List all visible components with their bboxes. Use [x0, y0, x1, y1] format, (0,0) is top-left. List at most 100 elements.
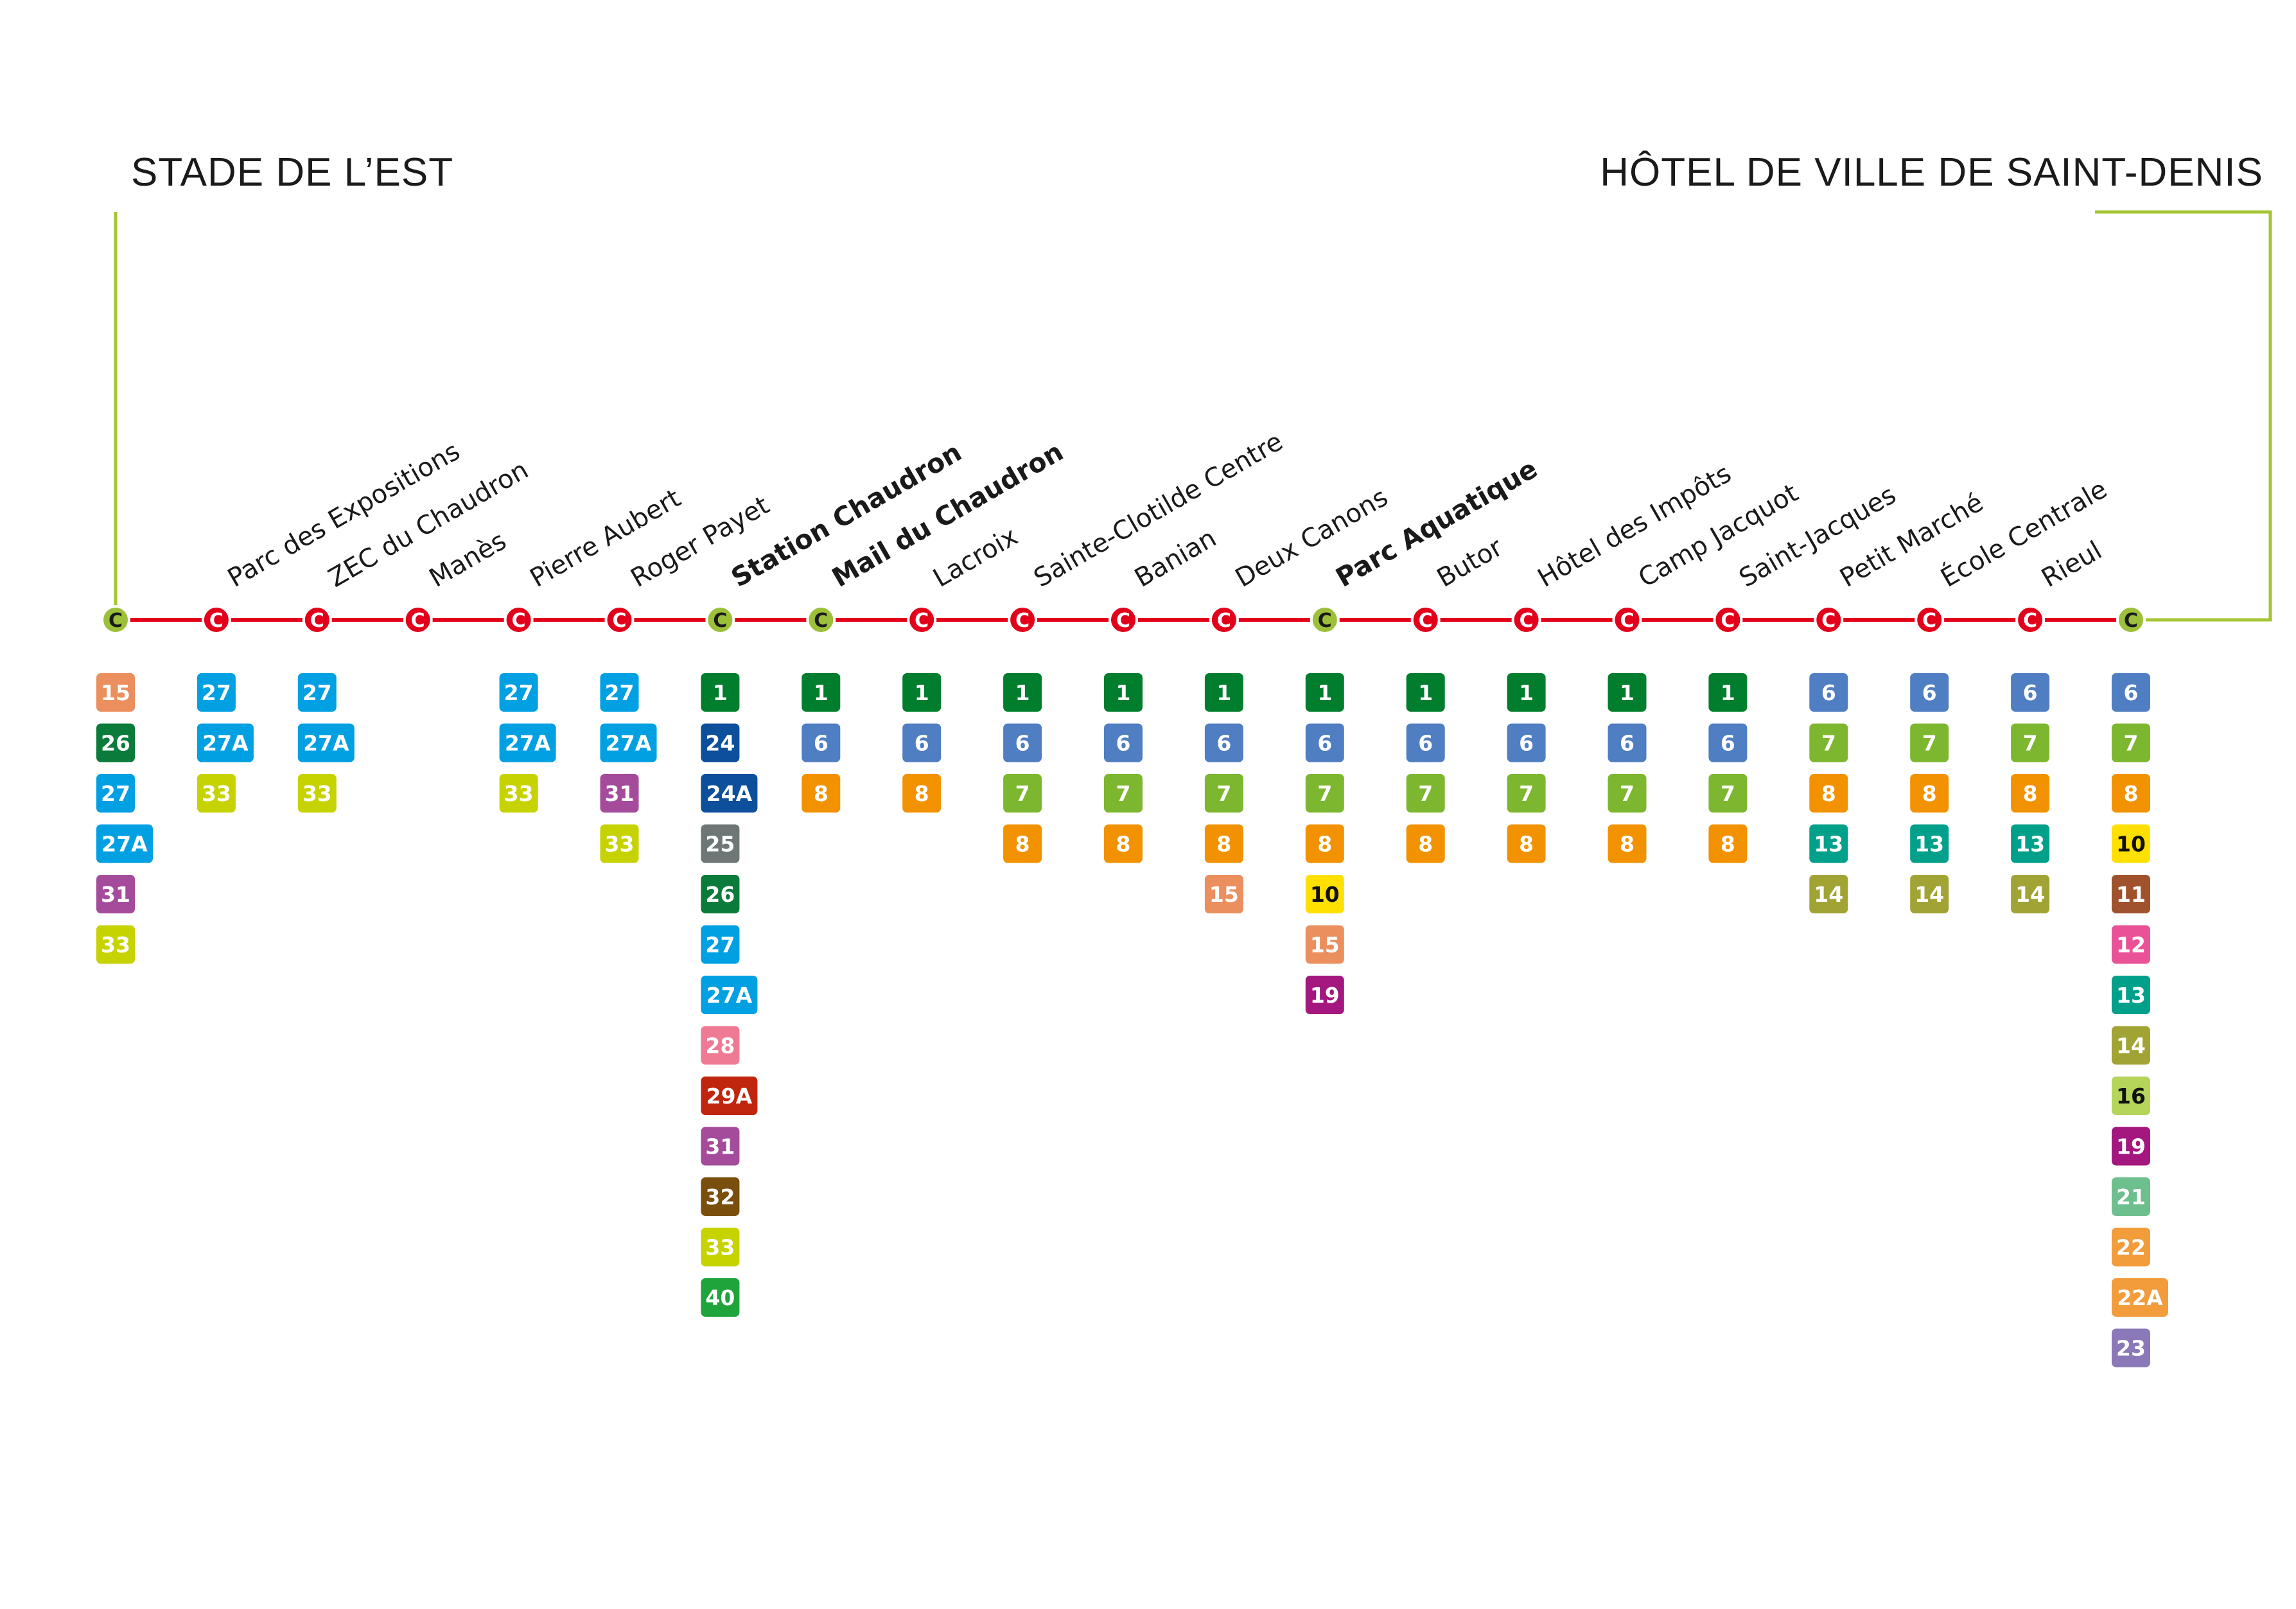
- route-badge[interactable]: 27A: [600, 723, 657, 762]
- route-badge[interactable]: 21: [2112, 1177, 2150, 1216]
- route-badge[interactable]: 27A: [197, 723, 254, 762]
- route-badge[interactable]: 13: [1910, 824, 1949, 863]
- route-badge[interactable]: 1: [1406, 673, 1445, 712]
- route-badge[interactable]: 33: [701, 1227, 740, 1267]
- route-badge[interactable]: 1: [1608, 673, 1647, 712]
- route-badge[interactable]: 27: [499, 673, 538, 712]
- route-badge[interactable]: 6: [1305, 723, 1344, 762]
- route-badge[interactable]: 7: [1608, 774, 1647, 813]
- route-badge[interactable]: 8: [1608, 824, 1647, 863]
- route-badge[interactable]: 27A: [297, 723, 355, 762]
- route-badge[interactable]: 8: [1406, 824, 1445, 863]
- route-badge[interactable]: 13: [2011, 824, 2050, 863]
- route-badge[interactable]: 10: [2112, 824, 2150, 863]
- route-badge[interactable]: 33: [297, 774, 337, 813]
- route-badge[interactable]: 6: [1104, 723, 1143, 762]
- route-badge[interactable]: 8: [1305, 824, 1344, 863]
- route-badge[interactable]: 28: [701, 1026, 740, 1065]
- route-badge[interactable]: 13: [1809, 824, 1848, 863]
- route-badge[interactable]: 14: [1809, 875, 1848, 913]
- route-badge[interactable]: 7: [1809, 723, 1848, 762]
- route-badge[interactable]: 6: [802, 723, 841, 762]
- route-badge[interactable]: 27: [197, 673, 236, 712]
- route-badge[interactable]: 8: [1204, 824, 1243, 863]
- route-badge[interactable]: 7: [1003, 774, 1042, 813]
- route-badge[interactable]: 1: [1507, 673, 1546, 712]
- route-badge[interactable]: 27: [701, 925, 740, 964]
- route-badge[interactable]: 14: [1910, 875, 1949, 913]
- route-badge[interactable]: 8: [1809, 774, 1848, 813]
- route-badge[interactable]: 24: [701, 723, 740, 762]
- route-badge[interactable]: 33: [197, 774, 236, 813]
- route-badge[interactable]: 31: [600, 774, 639, 813]
- route-badge[interactable]: 13: [2112, 976, 2150, 1014]
- route-badge[interactable]: 26: [701, 875, 740, 913]
- route-badge[interactable]: 8: [2112, 774, 2150, 813]
- route-badge[interactable]: 1: [802, 673, 841, 712]
- route-badge[interactable]: 6: [1910, 673, 1949, 712]
- route-badge[interactable]: 40: [701, 1278, 740, 1317]
- route-badge[interactable]: 15: [96, 673, 135, 712]
- route-badge[interactable]: 8: [1104, 824, 1143, 863]
- route-badge[interactable]: 1: [902, 673, 942, 712]
- route-badge[interactable]: 22: [2112, 1227, 2150, 1267]
- route-badge[interactable]: 8: [902, 774, 942, 813]
- route-badge[interactable]: 6: [902, 723, 942, 762]
- route-badge[interactable]: 27A: [499, 723, 556, 762]
- route-badge[interactable]: 15: [1204, 875, 1243, 913]
- route-badge[interactable]: 6: [1708, 723, 1748, 762]
- route-badge[interactable]: 11: [2112, 875, 2150, 913]
- route-badge[interactable]: 33: [600, 824, 639, 863]
- route-badge[interactable]: 7: [1708, 774, 1748, 813]
- route-badge[interactable]: 14: [2112, 1026, 2150, 1065]
- route-badge[interactable]: 27: [96, 774, 135, 813]
- route-badge[interactable]: 15: [1305, 925, 1344, 964]
- route-badge[interactable]: 8: [1003, 824, 1042, 863]
- stop[interactable]: Butor C 1 6 7 8: [1406, 532, 1508, 863]
- route-badge[interactable]: 1: [701, 673, 740, 712]
- route-badge[interactable]: 19: [2112, 1127, 2150, 1166]
- route-badge[interactable]: 27A: [701, 976, 758, 1014]
- route-badge[interactable]: 29A: [701, 1077, 758, 1115]
- route-badge[interactable]: 7: [1406, 774, 1445, 813]
- route-badge[interactable]: 1: [1204, 673, 1243, 712]
- route-badge[interactable]: 33: [96, 925, 135, 964]
- route-badge[interactable]: 7: [1910, 723, 1949, 762]
- route-badge[interactable]: 6: [1809, 673, 1848, 712]
- route-badge[interactable]: 32: [701, 1177, 740, 1216]
- route-badge[interactable]: 25: [701, 824, 740, 863]
- route-badge[interactable]: 6: [1507, 723, 1546, 762]
- route-badge[interactable]: 26: [96, 723, 135, 762]
- route-badge[interactable]: 8: [2011, 774, 2050, 813]
- route-badge[interactable]: 7: [1305, 774, 1344, 813]
- route-badge[interactable]: 7: [2112, 723, 2150, 762]
- route-badge[interactable]: 7: [1507, 774, 1546, 813]
- route-badge[interactable]: 8: [1507, 824, 1546, 863]
- route-badge[interactable]: 1: [1104, 673, 1143, 712]
- route-badge[interactable]: 16: [2112, 1077, 2150, 1115]
- route-badge[interactable]: 22A: [2112, 1278, 2168, 1317]
- route-badge[interactable]: 8: [1708, 824, 1748, 863]
- route-badge[interactable]: 6: [1608, 723, 1647, 762]
- route-badge[interactable]: 27: [600, 673, 639, 712]
- route-badge[interactable]: 7: [2011, 723, 2050, 762]
- route-badge[interactable]: 1: [1003, 673, 1042, 712]
- route-badge[interactable]: 19: [1305, 976, 1344, 1014]
- route-badge[interactable]: 6: [1003, 723, 1042, 762]
- route-badge[interactable]: 1: [1708, 673, 1748, 712]
- route-badge[interactable]: 14: [2011, 875, 2050, 913]
- route-badge[interactable]: 6: [1406, 723, 1445, 762]
- route-badge[interactable]: 6: [1204, 723, 1243, 762]
- route-badge[interactable]: 12: [2112, 925, 2150, 964]
- route-badge[interactable]: 31: [96, 875, 135, 913]
- route-badge[interactable]: 8: [1910, 774, 1949, 813]
- route-badge[interactable]: 23: [2112, 1328, 2150, 1367]
- stop[interactable]: C 15 26 27 27A 31 33: [96, 605, 153, 964]
- route-badge[interactable]: 24A: [701, 774, 758, 813]
- route-badge[interactable]: 27A: [96, 824, 153, 863]
- route-badge[interactable]: 6: [2112, 673, 2150, 712]
